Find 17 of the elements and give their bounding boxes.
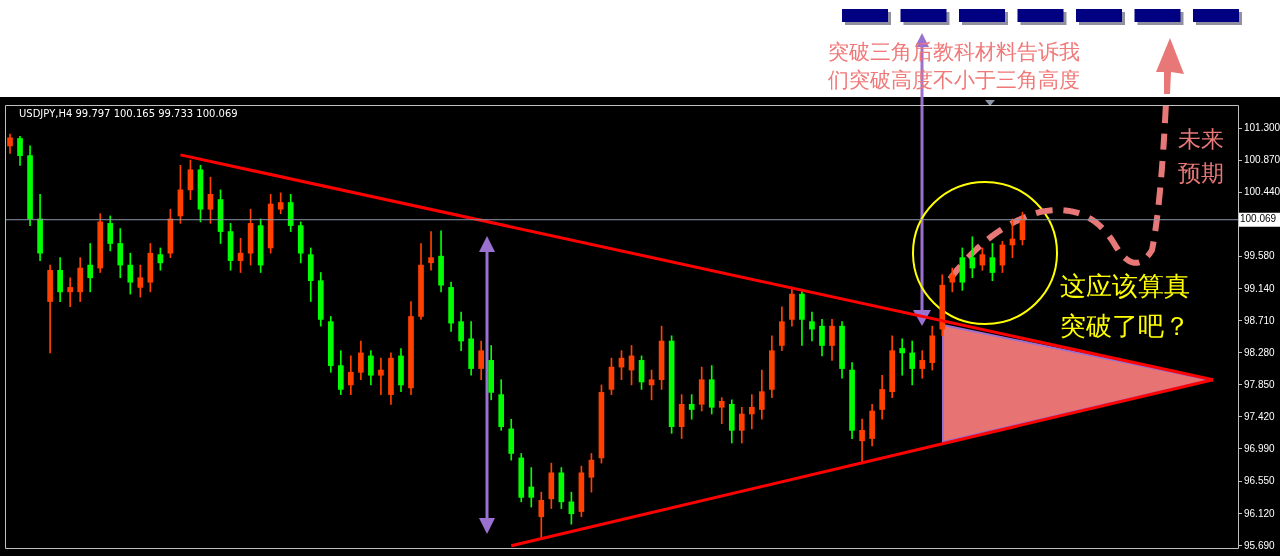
annotation: 这应该算真突破了吧？	[1060, 270, 1191, 343]
y-tick-label: 96.990	[1244, 442, 1276, 454]
y-tick-label: 95.690	[1244, 539, 1276, 551]
annotation: 未来预期	[1178, 125, 1225, 188]
y-tick-label: 100.440	[1244, 185, 1280, 197]
y-tick-label: 97.850	[1244, 378, 1276, 390]
y-tick-label: 96.550	[1244, 475, 1276, 487]
y-tick-label: 99.580	[1244, 249, 1276, 261]
y-tick-label: 99.140	[1244, 282, 1276, 294]
y-tick-label: 96.120	[1244, 507, 1276, 519]
chart-title: USDJPY,H4 99.797 100.165 99.733 100.069	[19, 107, 238, 119]
y-tick-label: 97.420	[1244, 410, 1276, 422]
y-tick-label: 98.710	[1244, 314, 1276, 326]
y-tick-label: 101.300	[1244, 121, 1280, 133]
ref-line-label: 100.069	[1240, 213, 1277, 225]
y-tick-label: 100.870	[1244, 153, 1280, 165]
y-tick-label: 98.280	[1244, 346, 1276, 358]
